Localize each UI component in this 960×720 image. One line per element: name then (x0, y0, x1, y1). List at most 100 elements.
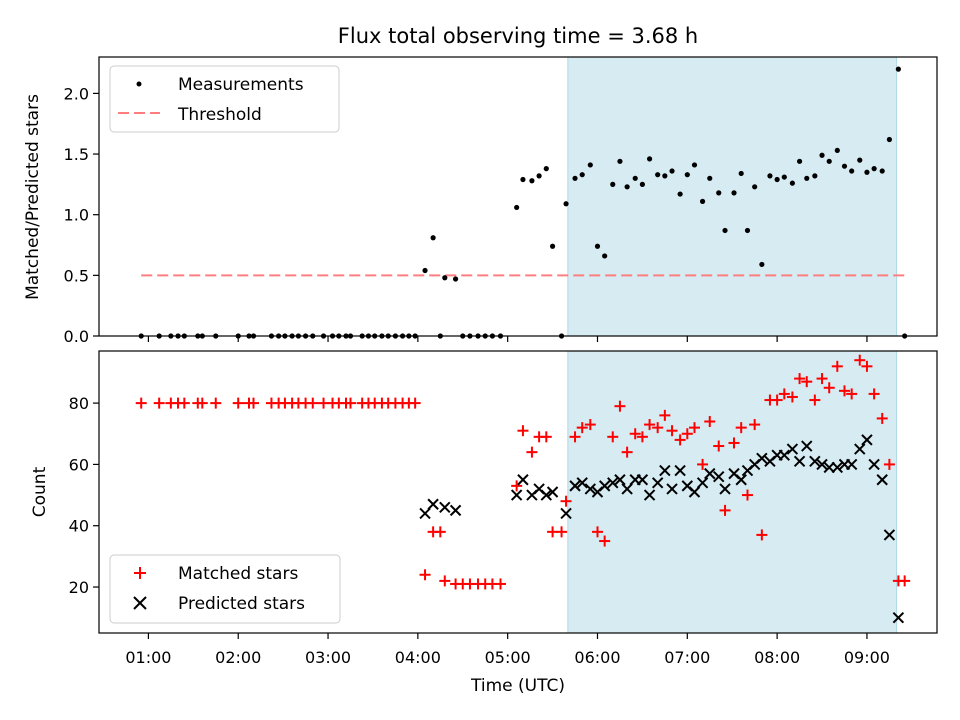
predicted-star-point (621, 483, 633, 495)
measurement-point (602, 253, 608, 259)
x-tick-label: 01:00 (125, 648, 171, 667)
bottom-legend-box (109, 554, 341, 624)
predicted-star-point (876, 474, 888, 486)
predicted-star-point (854, 443, 866, 455)
top-shaded-region (567, 56, 898, 337)
matched-star-point (247, 397, 259, 409)
matched-star-point (823, 382, 835, 394)
measurement-point (442, 275, 448, 281)
predicted-star-point (643, 489, 656, 501)
predicted-star-point (713, 470, 725, 483)
measurement-point (639, 181, 645, 187)
matched-star-point (801, 376, 813, 388)
measurement-point (886, 136, 892, 143)
x-tick-label: 08:00 (754, 648, 800, 667)
matched-star-point (704, 416, 716, 427)
matched-star-point (735, 422, 747, 434)
matched-star-point (434, 526, 446, 538)
predicted-star-point (636, 474, 649, 486)
matched-star-point (511, 480, 523, 492)
measurement-point (895, 66, 901, 72)
predicted-star-point (560, 507, 572, 520)
matched-star-point (621, 446, 633, 458)
measurement-point (684, 172, 690, 178)
measurement-point (452, 276, 459, 282)
matched-star-point (794, 373, 806, 385)
x-tick-label: 04:00 (395, 648, 441, 667)
top-y-tick-label: 1.0 (64, 206, 89, 225)
bottom-y-tick-label: 80 (69, 394, 89, 413)
measurement-point (699, 198, 706, 204)
predicted-star-point (651, 477, 664, 489)
legend-measurements-marker (136, 81, 142, 87)
matched-star-point (778, 388, 790, 400)
measurement-point (579, 172, 585, 178)
predicted-star-point (614, 474, 626, 486)
measurement-point (691, 162, 698, 168)
measurement-point (864, 169, 870, 175)
bottom-legend: Matched stars Predicted stars (109, 554, 341, 624)
predicted-star-point (584, 483, 597, 495)
top-y-tick-label: 2.0 (64, 84, 89, 103)
predicted-star-point (696, 477, 709, 489)
matched-star-point (153, 397, 165, 409)
measurement-point (789, 180, 795, 186)
matched-star-point (846, 388, 858, 400)
predicted-star-point (883, 529, 896, 541)
measurement-point (677, 191, 683, 197)
matched-star-point (771, 394, 783, 406)
matched-star-point (861, 360, 873, 372)
matched-star-point (196, 397, 208, 409)
top-y-tick-label: 0.0 (64, 327, 89, 346)
matched-star-point (614, 400, 626, 412)
measurement-point (834, 147, 840, 154)
predicted-star-point (607, 477, 619, 489)
x-tick-label: 09:00 (844, 648, 890, 667)
predicted-stars-series (419, 434, 905, 624)
predicted-star-point (598, 480, 611, 492)
predicted-star-point (786, 443, 799, 455)
matched-star-point (409, 397, 421, 409)
matched-star-point (681, 428, 693, 440)
predicted-star-point (419, 507, 431, 520)
predicted-star-point (449, 504, 462, 517)
measurement-point (716, 190, 722, 196)
predicted-star-point (719, 483, 731, 495)
matched-star-point (178, 397, 190, 409)
predicted-star-point (517, 474, 529, 486)
measurement-point (662, 173, 668, 179)
matched-star-point (569, 431, 581, 443)
x-axis-label: Time (UTC) (470, 676, 565, 696)
measurement-point (587, 162, 593, 168)
top-legend-box (109, 65, 340, 133)
bottom-y-ticks: 20 40 60 80 (69, 394, 99, 597)
measurement-point (572, 175, 578, 181)
matched-star-point (210, 397, 222, 409)
measurement-point (617, 158, 623, 164)
legend-matched-marker (134, 567, 146, 579)
top-panel: 0.00.51.01.52.0 Matched/Predicted stars … (23, 56, 938, 346)
measurement-point (549, 243, 556, 249)
legend-measurements-label: Measurements (178, 75, 304, 95)
predicted-star-point (756, 452, 768, 464)
measurement-point (731, 190, 737, 196)
measurement-point (841, 163, 848, 169)
matched-star-point (540, 431, 552, 443)
measurement-point (514, 204, 520, 211)
predicted-star-point (892, 611, 905, 624)
measurement-point (520, 176, 526, 183)
measurement-point (722, 227, 728, 234)
matched-star-point (344, 397, 356, 409)
bottom-y-axis-label: Count (30, 466, 50, 517)
measurement-point (430, 235, 436, 241)
x-tick-label: 03:00 (305, 648, 351, 667)
matched-star-point (599, 535, 611, 547)
legend-predicted-label: Predicted stars (178, 594, 305, 614)
measurement-point (744, 227, 751, 234)
measurement-point (849, 168, 855, 174)
measurement-point (752, 184, 758, 190)
measurement-point (529, 178, 535, 184)
bottom-y-tick-label: 60 (69, 455, 89, 474)
predicted-star-point (801, 440, 813, 452)
